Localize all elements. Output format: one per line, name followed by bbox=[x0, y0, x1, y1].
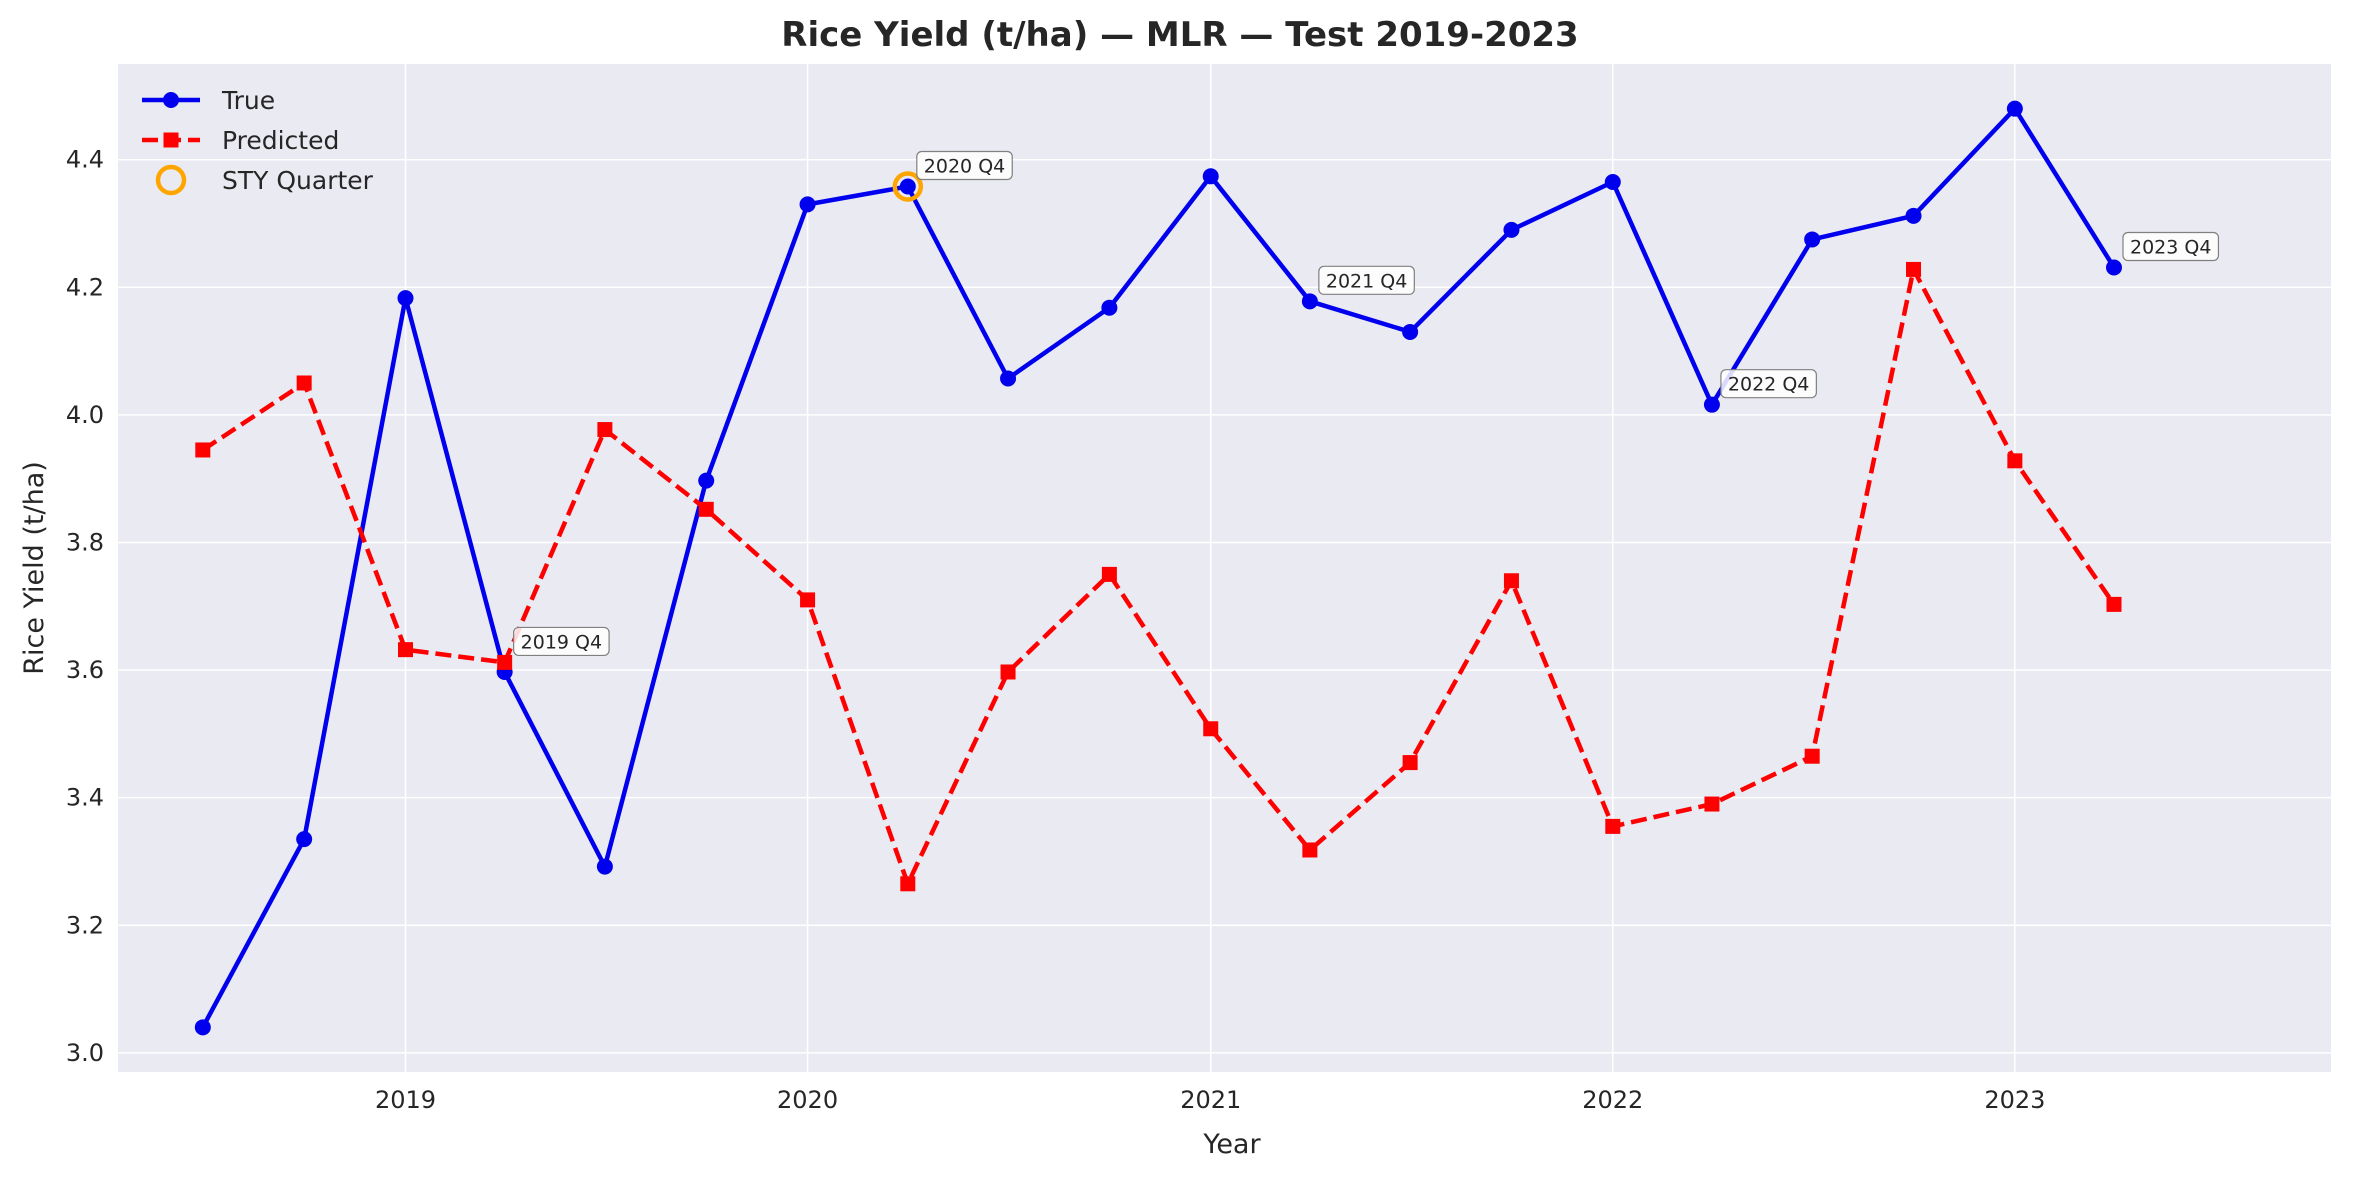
data-point-true bbox=[1703, 396, 1720, 413]
data-point-predicted bbox=[2007, 453, 2023, 469]
x-tick-label: 2021 bbox=[1180, 1086, 1241, 1114]
data-point-predicted bbox=[1503, 573, 1519, 589]
data-point-predicted bbox=[900, 876, 916, 892]
y-axis: 3.0 3.2 3.4 3.6 3.8 4.0 4.2 4.4 bbox=[66, 146, 104, 1067]
y-tick-label: 4.4 bbox=[66, 146, 104, 174]
annotation-box bbox=[1318, 265, 1415, 295]
annotation-box bbox=[916, 150, 1013, 181]
data-point-true bbox=[1604, 174, 1621, 191]
data-point-true bbox=[1905, 207, 1922, 224]
data-point-true bbox=[1503, 221, 1520, 238]
annotation: 2021 Q4 bbox=[1318, 265, 1415, 295]
data-point-predicted bbox=[1704, 796, 1720, 812]
data-point-predicted bbox=[296, 375, 312, 391]
data-point-true bbox=[1301, 293, 1318, 310]
data-point-true bbox=[2006, 100, 2023, 117]
legend: True Predicted STY Quarter bbox=[142, 86, 374, 196]
grid bbox=[118, 64, 2331, 1072]
annotation: 2019 Q4 bbox=[513, 626, 610, 657]
y-tick-label: 3.6 bbox=[66, 656, 104, 684]
data-point-predicted bbox=[1804, 748, 1820, 764]
data-point-true bbox=[799, 196, 816, 213]
y-axis-label: Rice Yield (t/ha) bbox=[19, 461, 50, 675]
series-line-true bbox=[200, 106, 2116, 1029]
highlight-layer bbox=[892, 171, 924, 202]
x-tick-label: 2023 bbox=[1984, 1086, 2045, 1114]
sty-quarter-marker bbox=[892, 171, 924, 202]
data-point-true bbox=[1101, 299, 1118, 316]
series-line-predicted bbox=[201, 267, 2116, 887]
annotation-layer: 2019 Q4 2020 Q4 2021 Q4 2022 Q4 2023 Q4 bbox=[513, 150, 2220, 657]
y-tick-label: 3.2 bbox=[66, 911, 104, 939]
data-point-true bbox=[1804, 231, 1821, 248]
annotation-label: 2019 Q4 bbox=[521, 631, 602, 653]
x-axis: 2019 2020 2021 2022 2023 bbox=[375, 1086, 2045, 1114]
data-point-true bbox=[1402, 323, 1419, 340]
x-tick-label: 2022 bbox=[1582, 1086, 1643, 1114]
data-point-true bbox=[698, 472, 715, 489]
data-point-true bbox=[899, 178, 916, 195]
legend-marker-true bbox=[163, 92, 179, 108]
x-tick-label: 2020 bbox=[777, 1086, 838, 1114]
data-point-predicted bbox=[2106, 596, 2122, 612]
annotation-label: 2020 Q4 bbox=[924, 155, 1005, 177]
annotation-label: 2023 Q4 bbox=[2130, 237, 2211, 259]
y-tick-label: 4.2 bbox=[66, 273, 104, 301]
annotation-label: 2022 Q4 bbox=[1728, 374, 1809, 396]
data-point-true bbox=[1000, 370, 1017, 387]
legend-label-sty-quarter: STY Quarter bbox=[222, 166, 374, 195]
annotation: 2023 Q4 bbox=[2122, 231, 2220, 262]
y-tick-label: 3.8 bbox=[66, 528, 104, 556]
data-point-predicted bbox=[398, 642, 414, 658]
legend-marker-sty-quarter bbox=[155, 164, 187, 196]
data-point-true bbox=[2105, 259, 2122, 276]
data-point-predicted bbox=[497, 654, 513, 670]
annotation-box bbox=[513, 626, 610, 657]
annotation: 2022 Q4 bbox=[1720, 369, 1817, 399]
annotation: 2020 Q4 bbox=[916, 150, 1013, 181]
data-point-true bbox=[296, 831, 313, 848]
data-point-true bbox=[1202, 168, 1219, 185]
data-point-true bbox=[194, 1019, 211, 1036]
data-point-predicted bbox=[1203, 721, 1219, 737]
data-point-predicted bbox=[698, 501, 714, 517]
annotation-box bbox=[2122, 231, 2220, 262]
data-point-true bbox=[397, 290, 414, 307]
data-point-predicted bbox=[1101, 566, 1117, 582]
x-axis-label: Year bbox=[1202, 1129, 1261, 1160]
legend-marker-predicted bbox=[163, 132, 179, 148]
data-point-predicted bbox=[1302, 842, 1318, 858]
data-point-predicted bbox=[1000, 664, 1016, 680]
y-tick-label: 3.4 bbox=[66, 784, 104, 812]
data-point-predicted bbox=[195, 442, 211, 458]
x-tick-label: 2019 bbox=[375, 1086, 436, 1114]
y-tick-label: 4.0 bbox=[66, 401, 104, 429]
plot-area bbox=[118, 64, 2331, 1072]
data-point-predicted bbox=[1605, 818, 1621, 834]
annotation-box bbox=[1720, 369, 1817, 399]
data-point-true bbox=[596, 858, 613, 875]
legend-label-predicted: Predicted bbox=[222, 126, 339, 155]
data-point-predicted bbox=[1906, 261, 1922, 277]
series-layer bbox=[194, 100, 2122, 1036]
data-point-predicted bbox=[1402, 755, 1418, 771]
data-point-predicted bbox=[597, 422, 613, 438]
data-point-predicted bbox=[800, 592, 816, 608]
chart-title: Rice Yield (t/ha) — MLR — Test 2019-2023 bbox=[781, 15, 1578, 55]
legend-label-true: True bbox=[221, 86, 275, 115]
annotation-label: 2021 Q4 bbox=[1326, 270, 1407, 292]
y-tick-label: 3.0 bbox=[66, 1039, 104, 1067]
